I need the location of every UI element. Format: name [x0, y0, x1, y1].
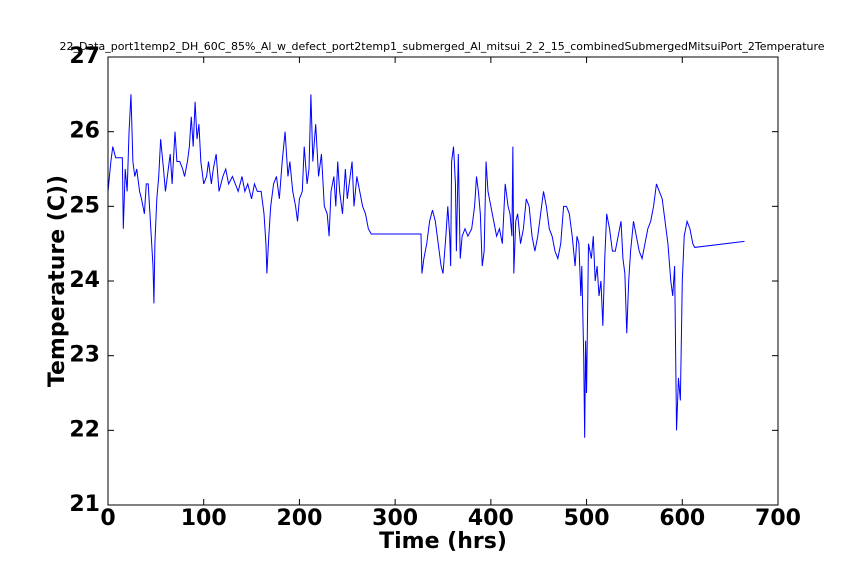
y-axis-label: Temperature (C)): [45, 175, 70, 387]
x-tick-label: 600: [659, 506, 705, 531]
x-tick-label: 100: [181, 506, 227, 531]
chart-title: 22_Data_port1temp2_DH_60C_85%_Al_w_defec…: [59, 40, 824, 53]
x-tick-label: 300: [372, 506, 418, 531]
y-tick-label: 25: [69, 193, 100, 218]
y-tick-label: 24: [69, 268, 100, 293]
data-line: [107, 94, 745, 438]
x-tick-label: 500: [564, 506, 610, 531]
y-tick-label: 21: [69, 492, 100, 517]
x-tick-label: 0: [100, 506, 115, 531]
x-axis-label: Time (hrs): [379, 529, 507, 554]
y-tick-label: 22: [69, 417, 100, 442]
y-tick-label: 27: [69, 44, 100, 69]
x-tick-label: 700: [755, 506, 801, 531]
y-tick-label: 26: [69, 119, 100, 144]
y-tick-label: 23: [69, 343, 100, 368]
plot-frame: [107, 56, 779, 506]
x-tick-label: 400: [468, 506, 514, 531]
x-tick-label: 200: [276, 506, 322, 531]
